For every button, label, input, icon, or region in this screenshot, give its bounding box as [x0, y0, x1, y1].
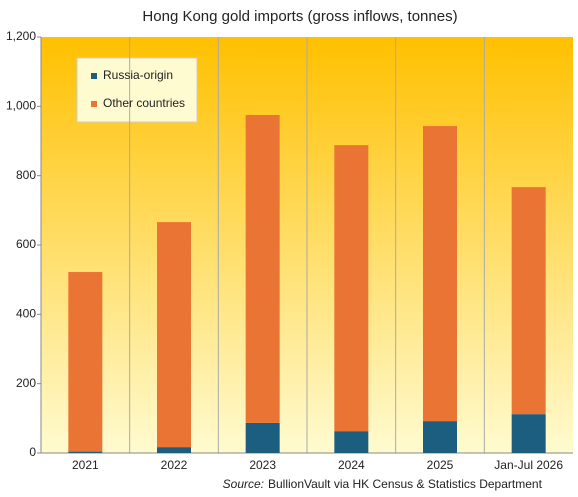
- source-text: BullionVault via HK Census & Statistics …: [268, 477, 543, 491]
- bar-segment: [511, 187, 546, 415]
- legend-label: Other countries: [103, 96, 185, 110]
- legend-swatch: [91, 73, 97, 79]
- x-tick-label: 2021: [72, 458, 99, 472]
- chart-title: Hong Kong gold imports (gross inflows, t…: [142, 8, 457, 25]
- bar-segment: [245, 115, 280, 423]
- y-tick-label: 1,000: [6, 99, 36, 113]
- bar-segment: [334, 431, 369, 453]
- bar-segment: [423, 126, 457, 422]
- y-tick-label: 0: [29, 445, 36, 459]
- bar-segment: [423, 421, 457, 453]
- bar-segment: [334, 145, 369, 432]
- x-tick-label: Jan-Jul 2026: [494, 458, 563, 472]
- y-tick-label: 600: [16, 237, 36, 251]
- bar-segment: [245, 422, 280, 453]
- y-tick-label: 400: [16, 307, 36, 321]
- bar-segment: [157, 222, 191, 448]
- x-tick-label: 2022: [161, 458, 188, 472]
- x-tick-label: 2023: [249, 458, 276, 472]
- bar-segment: [511, 414, 546, 453]
- legend: [76, 57, 198, 123]
- bar-segment: [68, 272, 103, 452]
- y-tick-label: 800: [16, 168, 36, 182]
- legend-box: [76, 57, 198, 123]
- bar-segment: [68, 451, 103, 453]
- bar-segment: [157, 447, 191, 453]
- x-tick-label: 2025: [427, 458, 454, 472]
- y-tick-label: 1,200: [6, 29, 36, 43]
- source-label: Source:: [223, 477, 264, 491]
- legend-label: Russia-origin: [103, 68, 173, 82]
- legend-swatch: [91, 101, 97, 107]
- x-tick-label: 2024: [338, 458, 365, 472]
- y-tick-label: 200: [16, 376, 36, 390]
